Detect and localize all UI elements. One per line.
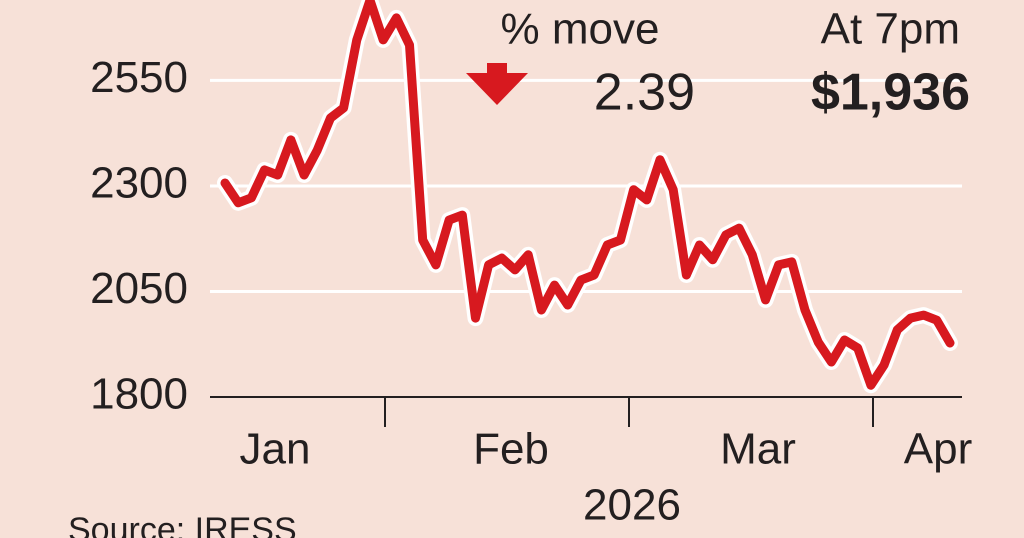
grid <box>210 78 962 427</box>
x-tick-label: Mar <box>720 425 796 474</box>
price-label: At 7pm <box>821 5 960 54</box>
plot <box>217 0 958 394</box>
y-tick-label: 2550 <box>90 53 188 102</box>
headline-value: 2.39 <box>594 64 695 122</box>
line <box>220 0 955 390</box>
y-tick-label: 2050 <box>90 264 188 313</box>
x-tick-label: Feb <box>473 425 549 474</box>
y-tick-label: 2300 <box>90 159 188 208</box>
x-title: 2026 <box>583 481 681 530</box>
x-tick-label: Jan <box>240 425 311 474</box>
price-value: $1,936 <box>811 64 970 122</box>
down-arrow <box>466 63 528 105</box>
source: Source: IRESS <box>68 511 297 538</box>
line-halo <box>217 0 958 394</box>
x-tick-label: Apr <box>904 425 972 474</box>
y-tick-label: 1800 <box>90 370 188 419</box>
headline-label: % move <box>501 5 660 54</box>
